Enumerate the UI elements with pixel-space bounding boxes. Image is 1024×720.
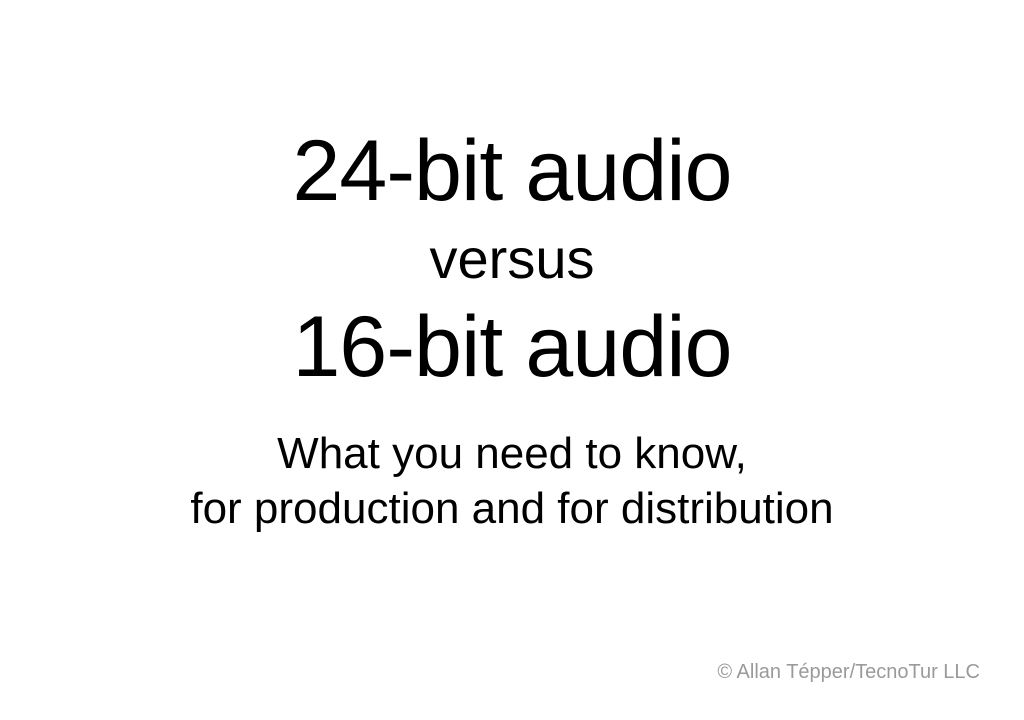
title-line-2: 16-bit audio bbox=[292, 300, 731, 395]
subtitle-line-1: What you need to know, bbox=[190, 426, 833, 481]
subtitle-line-2: for production and for distribution bbox=[190, 481, 833, 536]
subtitle-block: What you need to know, for production an… bbox=[190, 426, 833, 536]
title-versus: versus bbox=[430, 228, 595, 290]
copyright: © Allan Tépper/TecnoTur LLC bbox=[717, 661, 980, 684]
slide-container: 24-bit audio versus 16-bit audio What yo… bbox=[0, 0, 1024, 720]
title-line-1: 24-bit audio bbox=[292, 124, 731, 219]
